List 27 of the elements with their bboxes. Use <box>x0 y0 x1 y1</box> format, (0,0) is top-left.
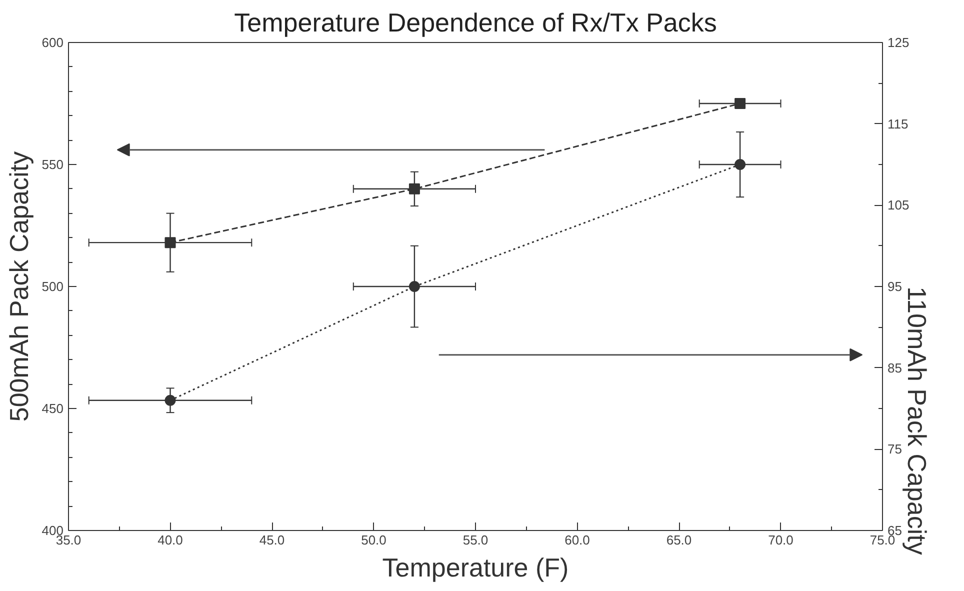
x-tick-label: 40.0 <box>158 532 183 548</box>
y2-tick-label: 115 <box>888 116 908 132</box>
chart-title: Temperature Dependence of Rx/Tx Packs <box>234 8 717 38</box>
y2-tick-label: 75 <box>888 442 902 457</box>
point <box>408 281 420 292</box>
y-tick-label: 550 <box>42 157 64 172</box>
y-axis-title: 500mAh Pack Capacity <box>4 151 34 422</box>
point <box>164 394 176 406</box>
y2-tick-label: 95 <box>888 279 902 294</box>
x-tick-label: 45.0 <box>259 532 285 548</box>
y2-tick-label: 85 <box>888 360 902 376</box>
x-tick-label: 60.0 <box>564 532 590 548</box>
point <box>164 237 176 248</box>
point <box>734 98 746 109</box>
x-tick-label: 50.0 <box>361 532 386 548</box>
x-tick-label: 70.0 <box>768 532 794 548</box>
x-axis-title: Temperature (F) <box>382 552 569 582</box>
y-tick-label: 450 <box>42 401 64 416</box>
y-tick-label: 500 <box>42 279 64 294</box>
y2-tick-label: 105 <box>888 198 910 213</box>
x-tick-label: 55.0 <box>462 532 488 548</box>
point <box>408 183 420 194</box>
point <box>734 159 746 170</box>
x-tick-label: 65.0 <box>666 532 692 548</box>
y-tick-label: 600 <box>42 35 64 50</box>
y2-tick-label: 125 <box>888 35 910 50</box>
y2-axis-title: 110mAh Pack Capacity <box>902 286 932 555</box>
